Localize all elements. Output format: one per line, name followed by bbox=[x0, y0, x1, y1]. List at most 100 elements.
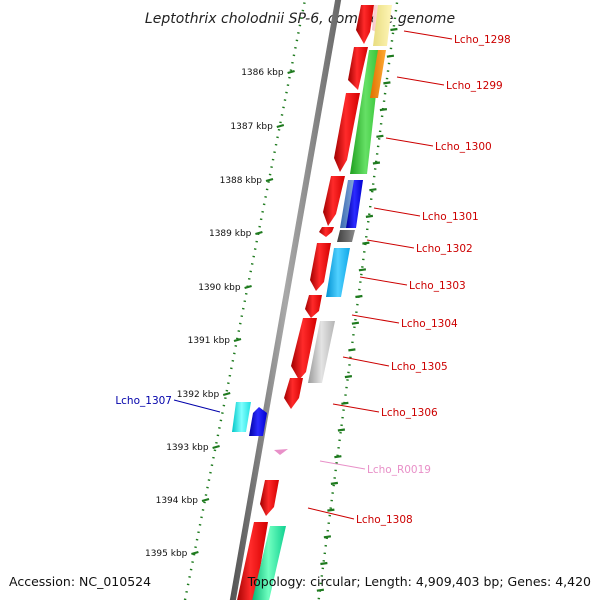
gene-label-lcho_1305: Lcho_1305 bbox=[342, 356, 448, 373]
scale-ticks: 1386 kbp 1387 kbp 1388 kbp 1389 kbp 1390 kbp… bbox=[145, 68, 295, 559]
topology-text: Topology: circular; Length: 4,909,403 bp… bbox=[247, 574, 591, 589]
gene-label-text: Lcho_1298 bbox=[454, 34, 511, 46]
category-track bbox=[252, 5, 392, 600]
genome-backbone bbox=[229, 0, 342, 600]
gene-label-text: Lcho_R0019 bbox=[367, 464, 431, 476]
gene-label-lcho_1302: Lcho_1302 bbox=[366, 239, 473, 255]
gene-label-lcho_1303: Lcho_1303 bbox=[359, 276, 466, 292]
scale-tick bbox=[222, 391, 231, 397]
outer-scale-tick bbox=[327, 508, 335, 512]
gene-label-text: Lcho_1308 bbox=[356, 514, 413, 526]
outer-scale-tick bbox=[379, 108, 388, 112]
outer-scale-tick bbox=[355, 294, 363, 299]
gene-label-lcho_1307: Lcho_1307 bbox=[115, 395, 221, 413]
outer-scale-tick bbox=[365, 214, 374, 218]
gene-arrow bbox=[356, 5, 374, 44]
gene-arrow bbox=[310, 243, 331, 291]
outer-scale-tick bbox=[320, 561, 328, 566]
outer-scale-tick bbox=[358, 268, 367, 272]
scale-tick-label: 1394 kbp bbox=[156, 496, 199, 506]
scale-tick bbox=[276, 123, 285, 129]
category-block bbox=[326, 248, 350, 297]
outer-scale-tick bbox=[376, 134, 384, 138]
reverse-strand-genes bbox=[232, 402, 267, 436]
gene-label-text: Lcho_1299 bbox=[446, 80, 503, 92]
gene-labels: Lcho_1298 Lcho_1299 Lcho_1300 Lcho_1301 Lcho… bbox=[115, 30, 511, 526]
gene-label-lcho_1308: Lcho_1308 bbox=[307, 507, 413, 526]
scale-tick-label: 1395 kbp bbox=[145, 549, 188, 559]
scale-tick bbox=[191, 550, 199, 556]
gene-label-lcho_1299: Lcho_1299 bbox=[396, 76, 503, 92]
gene-arrow bbox=[305, 295, 322, 318]
category-block bbox=[232, 402, 251, 432]
outer-scale-tick bbox=[383, 81, 391, 85]
gene-arrow bbox=[249, 407, 267, 436]
scale-tick-label: 1391 kbp bbox=[188, 336, 231, 346]
gene-arrow bbox=[319, 227, 334, 237]
outer-scale-tick bbox=[323, 535, 332, 539]
outer-scale-tick bbox=[390, 27, 398, 32]
outer-scale-ticks bbox=[316, 27, 398, 592]
outer-scale-tick bbox=[344, 375, 353, 379]
gene-arrow bbox=[284, 378, 303, 409]
leader-line bbox=[351, 314, 400, 324]
scale-tick-label: 1389 kbp bbox=[209, 229, 252, 239]
gene-label-lcho_1306: Lcho_1306 bbox=[332, 403, 438, 419]
category-block bbox=[370, 50, 386, 98]
category-block bbox=[346, 180, 363, 228]
gene-label-text: Lcho_1302 bbox=[416, 243, 473, 255]
outer-scale-tick bbox=[330, 481, 339, 485]
gene-label-text: Lcho_1304 bbox=[401, 318, 458, 330]
rna-marker bbox=[274, 449, 288, 455]
outer-scale-tick bbox=[337, 428, 346, 432]
leader-line bbox=[307, 507, 355, 520]
gene-arrow bbox=[237, 522, 268, 600]
outer-scale-tick bbox=[316, 588, 325, 592]
scale-tick bbox=[265, 177, 274, 183]
outer-scale-tick bbox=[334, 455, 342, 459]
category-block bbox=[337, 230, 355, 242]
leader-line bbox=[396, 76, 445, 86]
forward-strand-genes bbox=[237, 5, 374, 600]
gene-label-text: Lcho_1300 bbox=[435, 141, 492, 153]
gene-label-text: Lcho_1306 bbox=[381, 407, 438, 419]
gene-arrow bbox=[348, 47, 368, 90]
scale-tick bbox=[233, 337, 242, 343]
leader-line bbox=[373, 207, 421, 217]
gene-label-lcho_1298: Lcho_1298 bbox=[403, 30, 511, 46]
category-block bbox=[252, 526, 286, 600]
map-title: Leptothrix cholodnii SP-6, complete geno… bbox=[145, 11, 455, 27]
leader-line bbox=[332, 403, 380, 413]
outer-scale-tick bbox=[351, 321, 360, 325]
scale-tick-label: 1387 kbp bbox=[230, 122, 273, 132]
outer-scale-tick bbox=[341, 401, 349, 405]
gene-label-text: Lcho_1301 bbox=[422, 211, 479, 223]
scale-tick bbox=[287, 69, 295, 75]
gene-arrow bbox=[291, 318, 317, 380]
scale-tick bbox=[201, 497, 210, 503]
leader-line bbox=[359, 276, 408, 286]
outer-scale-tick bbox=[369, 188, 377, 192]
scale-tick bbox=[244, 284, 252, 290]
scale-tick-label: 1392 kbp bbox=[177, 390, 220, 400]
leader-line bbox=[385, 137, 434, 147]
accession-text: Accession: NC_010524 bbox=[9, 574, 151, 589]
leader-line bbox=[173, 399, 221, 413]
category-block bbox=[308, 321, 335, 383]
gene-arrow bbox=[323, 176, 345, 226]
gene-label-lcho_1304: Lcho_1304 bbox=[351, 314, 458, 330]
gene-label-lcho_r0019: Lcho_R0019 bbox=[319, 460, 431, 476]
gene-label-lcho_1301: Lcho_1301 bbox=[373, 207, 479, 223]
gene-label-text: Lcho_1303 bbox=[409, 280, 466, 292]
scale-tick-label: 1388 kbp bbox=[220, 176, 263, 186]
scale-tick bbox=[212, 444, 220, 450]
leader-line bbox=[342, 356, 390, 367]
scale-tick-label: 1390 kbp bbox=[198, 283, 241, 293]
outer-scale-tick bbox=[348, 348, 356, 352]
gene-label-text: Lcho_1305 bbox=[391, 361, 448, 373]
gene-label-lcho_1300: Lcho_1300 bbox=[385, 137, 492, 153]
scale-tick bbox=[255, 230, 263, 236]
scale-tick-label: 1386 kbp bbox=[241, 68, 284, 78]
gene-arrow bbox=[334, 93, 360, 172]
